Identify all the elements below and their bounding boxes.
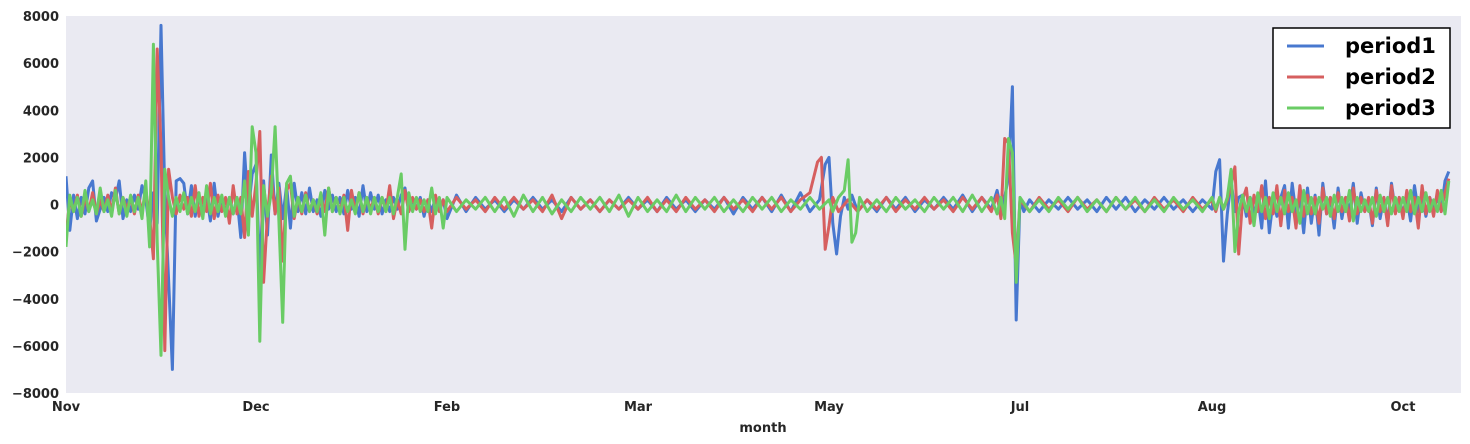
x-axis: Nov Dec Feb Mar May Jul Aug Oct bbox=[52, 400, 1416, 415]
x-tick-label: Feb bbox=[434, 400, 460, 415]
y-tick-label: −6000 bbox=[12, 340, 59, 355]
y-tick-label: 8000 bbox=[23, 10, 59, 25]
legend-label-period3: period3 bbox=[1345, 96, 1436, 120]
x-tick-label: May bbox=[814, 400, 844, 415]
series-line-period3 bbox=[66, 42, 1451, 357]
y-tick-label: 6000 bbox=[23, 57, 59, 72]
x-tick-label: Jul bbox=[1010, 400, 1030, 415]
x-tick-label: Dec bbox=[242, 400, 269, 415]
series-layer bbox=[66, 23, 1451, 371]
legend-label-period1: period1 bbox=[1345, 34, 1436, 58]
legend-label-period2: period2 bbox=[1345, 65, 1436, 89]
y-tick-label: 0 bbox=[50, 199, 59, 214]
x-tick-label: Aug bbox=[1198, 400, 1227, 415]
x-axis-title: month bbox=[739, 421, 786, 436]
x-tick-label: Mar bbox=[624, 400, 653, 415]
legend: period1 period2 period3 bbox=[1272, 27, 1451, 129]
x-tick-label: Oct bbox=[1391, 400, 1416, 415]
y-axis: −8000 −6000 −4000 −2000 0 2000 4000 6000 8000 bbox=[12, 10, 59, 402]
x-tick-label: Nov bbox=[52, 400, 81, 415]
y-tick-label: 4000 bbox=[23, 104, 59, 119]
y-tick-label: −2000 bbox=[12, 246, 59, 261]
y-tick-label: −4000 bbox=[12, 293, 59, 308]
y-tick-label: −8000 bbox=[12, 387, 59, 402]
y-tick-label: 2000 bbox=[23, 151, 59, 166]
